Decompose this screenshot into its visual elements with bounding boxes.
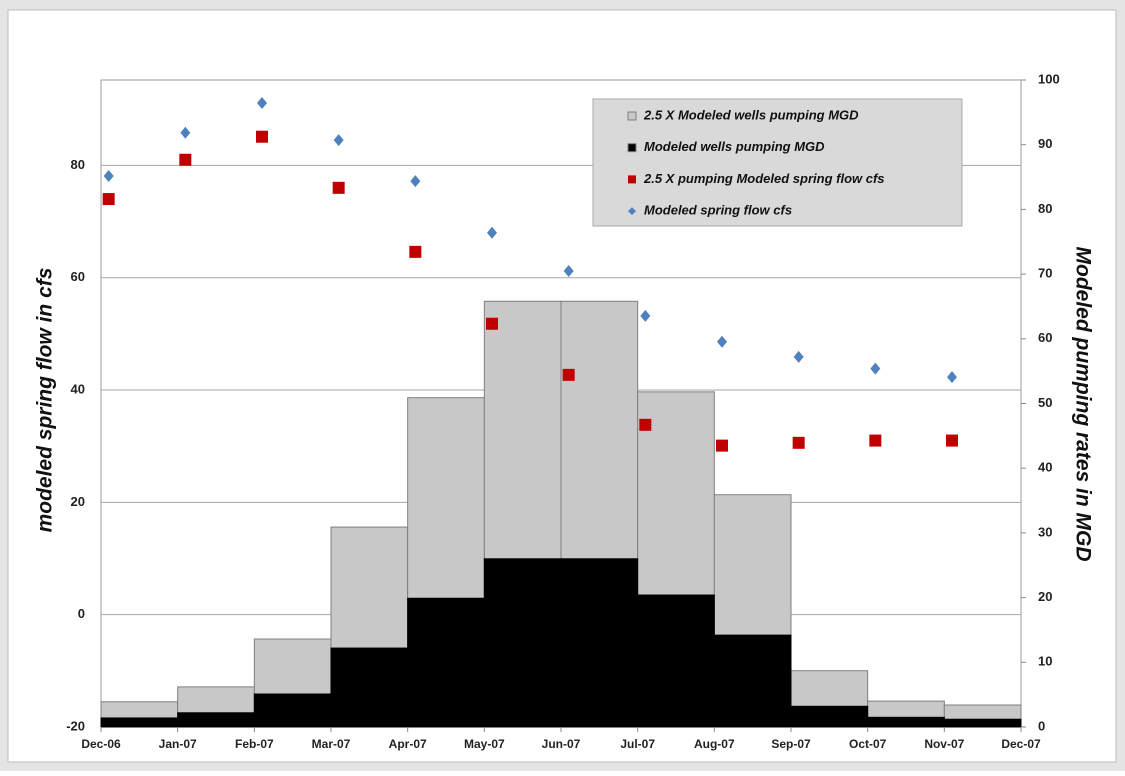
legend-label: Modeled wells pumping MGD (644, 139, 825, 154)
point (333, 134, 344, 147)
bar (713, 634, 792, 728)
legend-marker (627, 143, 637, 153)
y-tick-label: 80 (71, 157, 85, 172)
y-tick-label: 60 (71, 269, 85, 284)
legend-marker (628, 175, 636, 184)
point (562, 368, 575, 381)
y2-axis-title: Modeled pumping rates in MGD (1071, 246, 1094, 561)
point (103, 170, 114, 183)
point (409, 245, 422, 258)
y2-tick-label: 10 (1038, 654, 1052, 669)
x-tick-label: Dec-06 (81, 737, 121, 751)
bar (253, 693, 332, 728)
y2-tick-label: 40 (1038, 460, 1052, 475)
legend: 2.5 X Modeled wells pumping MGD Modeled w… (592, 98, 963, 227)
y2-tick-label: 70 (1038, 266, 1052, 281)
x-tick-label: Jun-07 (542, 737, 581, 751)
x-tick-label: Jan-07 (159, 737, 197, 751)
point (717, 335, 727, 348)
point (486, 317, 498, 330)
point (180, 126, 191, 139)
point (792, 436, 805, 449)
x-tick-label: May-07 (464, 737, 505, 751)
y2-tick-label: 80 (1038, 201, 1052, 216)
bar (867, 716, 945, 728)
legend-box (592, 98, 963, 227)
bar (330, 647, 409, 728)
bar (177, 712, 255, 728)
bars (100, 300, 1022, 728)
bar (560, 558, 639, 728)
point (946, 434, 958, 447)
y-tick-label: 0 (78, 606, 85, 621)
y2-tick-label: 30 (1038, 524, 1052, 539)
point (332, 181, 345, 194)
x-tick-label: Nov-07 (924, 737, 964, 751)
y2-tick-label: 90 (1038, 136, 1052, 151)
point (102, 193, 115, 206)
x-tick-label: Mar-07 (312, 737, 351, 751)
point (639, 418, 652, 431)
bar (943, 718, 1022, 728)
legend-marker (627, 111, 637, 121)
bar (790, 705, 869, 728)
legend-label: Modeled spring flow cfs (644, 203, 792, 218)
point (716, 439, 728, 452)
y-tick-label: 20 (71, 494, 85, 509)
x-tick-label: Feb-07 (235, 737, 274, 751)
x-tick-label: Dec-07 (1001, 737, 1041, 751)
bar (407, 597, 485, 728)
legend-label: 2.5 X Modeled wells pumping MGD (643, 107, 859, 122)
points (102, 97, 958, 452)
x-tick-label: Apr-07 (389, 737, 427, 751)
point (410, 175, 421, 188)
point (869, 434, 882, 447)
point (487, 226, 497, 239)
point (257, 97, 267, 110)
bar (100, 717, 179, 728)
y-tick-label: -20 (66, 718, 85, 733)
x-tick-label: Aug-07 (694, 737, 735, 751)
point (640, 309, 651, 322)
x-tick-label: Sep-07 (771, 737, 811, 751)
bar (483, 558, 562, 728)
point (179, 153, 192, 166)
y2-tick-label: 60 (1038, 330, 1052, 345)
y-axis-title: modeled spring flow in cfs (34, 268, 57, 533)
y-tick-label: 40 (71, 381, 85, 396)
point (947, 371, 957, 384)
point (870, 362, 881, 375)
y2-tick-label: 0 (1038, 718, 1045, 733)
point (256, 130, 268, 143)
x-tick-label: Jul-07 (620, 737, 655, 751)
y2-tick-label: 20 (1038, 589, 1052, 604)
axes: -20 0 20 40 60 80 0 10 20 30 40 50 60 70 80 90 100 Dec-06… (66, 71, 1060, 751)
x-tick-label: Oct-07 (849, 737, 887, 751)
y2-tick-label: 50 (1038, 395, 1052, 410)
bar (637, 594, 715, 728)
legend-marker (628, 207, 636, 216)
legend-label: 2.5 X pumping Modeled spring flow cfs (643, 171, 885, 186)
point (793, 350, 804, 363)
point (563, 264, 574, 277)
y2-tick-label: 100 (1038, 71, 1060, 86)
